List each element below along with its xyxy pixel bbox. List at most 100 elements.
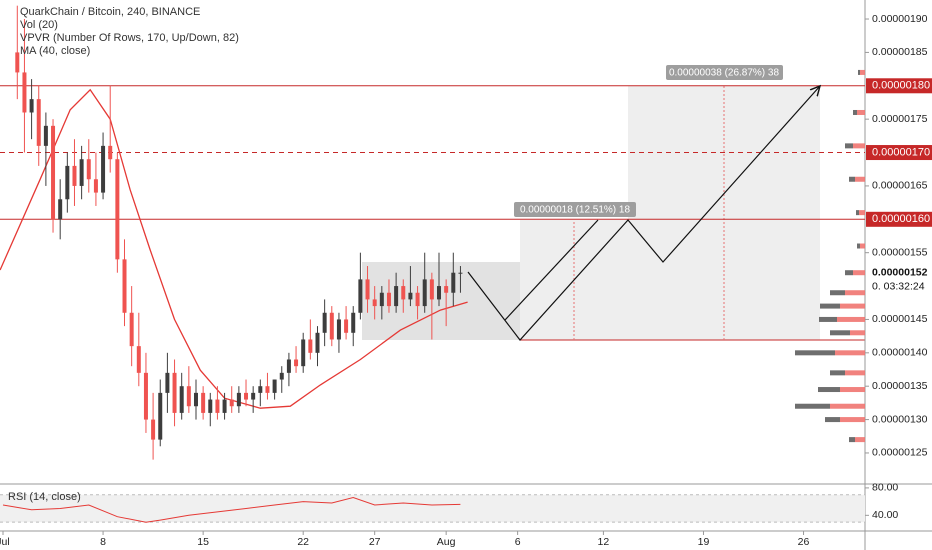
candle-body (422, 279, 427, 307)
vpvr-down (820, 303, 840, 309)
symbol-title: QuarkChain / Bitcoin, 240, BINANCE (20, 6, 200, 18)
vpvr-up (855, 176, 865, 182)
y-tick-label: 0.00000125 (872, 447, 928, 459)
candle-body (193, 392, 198, 407)
candle-body (108, 145, 113, 160)
vpvr-up (860, 243, 865, 249)
y-tick-label: 0.00000185 (872, 46, 928, 58)
candle-body (379, 292, 384, 307)
vpvr-down (830, 370, 845, 376)
vpvr-up (837, 316, 865, 322)
x-tick-label: 12 (598, 536, 610, 548)
range-box (628, 86, 820, 340)
candle-body (458, 272, 463, 274)
x-tick-label: 27 (369, 536, 381, 548)
candle-body (386, 292, 391, 307)
vpvr-down (825, 417, 840, 423)
vpvr-up (845, 290, 865, 296)
ma-label: MA (40, close) (20, 45, 90, 57)
projection-path (504, 219, 599, 321)
vpvr-up (859, 210, 865, 216)
measure-box (514, 202, 636, 217)
candle-body (236, 392, 241, 407)
y-tick-label: 0.00000145 (872, 313, 928, 325)
level-tag (866, 211, 932, 227)
candle-body (444, 286, 449, 293)
y-tick-label: 0.00000155 (872, 246, 928, 258)
vpvr-down (849, 176, 855, 182)
measure-label: 0.00000018 (12.51%) 18 (520, 205, 631, 216)
plot-layer: 0.00000180 0.00000170 0.00000160 0.00000190… (0, 5, 932, 548)
vpvr-up (860, 69, 865, 75)
candle-body (15, 52, 20, 73)
candle-body (394, 286, 399, 307)
candle-body (344, 319, 349, 333)
x-tick-label: 6 (515, 536, 521, 548)
vpvr-up (855, 437, 865, 443)
vpvr-up (845, 370, 865, 376)
x-tick-label: 19 (698, 536, 710, 548)
rsi-tick-label: 80.00 (872, 482, 898, 494)
x-tick-label: 8 (100, 536, 106, 548)
candle-body (251, 392, 256, 400)
x-tick-label: 26 (798, 536, 810, 548)
candle-body (65, 165, 70, 200)
last-price-label: 0.00000152 (872, 266, 928, 278)
candle-body (215, 399, 220, 413)
level-label: 0.00000160 (872, 213, 930, 225)
vpvr-down (845, 143, 853, 149)
y-tick-label: 0.00000165 (872, 180, 928, 192)
projection: 0.00000018 (12.51%) 18 0.00000038 (26.87… (467, 65, 820, 341)
candle-body (29, 99, 34, 113)
candle-body (272, 379, 277, 393)
vpvr-down (845, 270, 853, 276)
candle-body (365, 279, 370, 300)
candle-body (229, 399, 234, 407)
candle-body (286, 359, 291, 373)
candle-body (308, 339, 313, 353)
candle-body (86, 159, 91, 180)
vpvr-up (857, 109, 865, 115)
vpvr-label: VPVR (Number Of Rows, 170, Up/Down, 82) (20, 32, 239, 44)
candle-body (372, 299, 377, 307)
y-tick-label: 0.00000135 (872, 380, 928, 392)
vpvr-up (830, 403, 865, 409)
candle-body (301, 339, 306, 367)
candle-body (265, 386, 270, 393)
candle-body (151, 419, 156, 440)
candle-body (322, 312, 327, 333)
candle-body (43, 125, 48, 146)
level-label: 0.00000180 (872, 80, 930, 92)
vpvr-up (853, 270, 865, 276)
candle-body (408, 292, 413, 300)
vpvr-down (849, 437, 855, 443)
candle-body (101, 145, 106, 193)
volume-label: Vol (20) (20, 19, 58, 31)
candle-body (279, 372, 284, 380)
vpvr-up (853, 143, 865, 149)
vpvr-down (857, 243, 860, 249)
candle-body (294, 359, 299, 367)
vpvr-down (830, 290, 845, 296)
candle-body (315, 332, 320, 353)
rsi-line (2, 496, 461, 523)
candle-body (72, 165, 77, 186)
candle-body (172, 372, 177, 413)
candle-body (244, 392, 249, 400)
candle-body (415, 292, 420, 307)
candle-body (129, 312, 134, 347)
candle-body (208, 399, 213, 413)
vpvr-up (840, 303, 865, 309)
vpvr-down (795, 350, 835, 356)
candle-body (429, 279, 434, 300)
vpvr-up (840, 417, 865, 423)
candle-body (258, 386, 263, 393)
level-tag (866, 78, 932, 94)
candle-body (165, 372, 170, 393)
candle-body (22, 72, 27, 113)
vpvr-down (795, 403, 830, 409)
vpvr-up (840, 387, 865, 393)
candle-body (93, 179, 98, 193)
candle-body (136, 346, 141, 373)
